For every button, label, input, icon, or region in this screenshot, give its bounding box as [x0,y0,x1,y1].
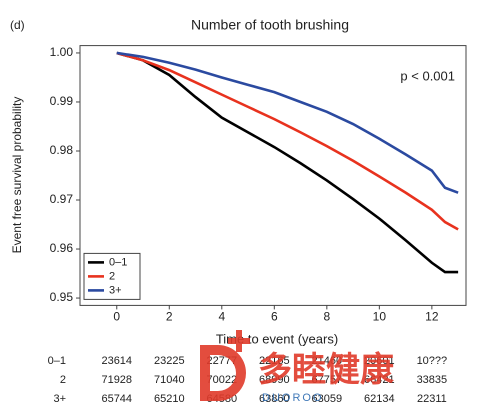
risk-count: 70022 [206,374,237,386]
risk-count: 21460 [312,355,343,367]
risk-count: 65210 [154,393,185,405]
x-tick-label: 0 [113,310,120,324]
x-tick-label: 8 [323,310,330,324]
risk-row-label: 3+ [53,393,66,405]
risk-count: 63860 [259,393,290,405]
legend-label: 3+ [109,284,122,296]
y-tick-label: 0.96 [50,241,74,255]
risk-count: 22311 [417,393,447,405]
risk-count: 20601 [364,355,395,367]
y-tick-label: 0.98 [50,143,74,157]
watermark-plus-h [228,338,250,344]
risk-count: 67757 [312,374,343,386]
risk-count: 71928 [101,374,132,386]
watermark-sub: DUOROO [262,392,324,404]
risk-row-label: 2 [60,374,66,386]
watermark: 多睦健康 DUOROO [200,330,394,404]
risk-count: 68990 [259,374,290,386]
risk-count: 23225 [154,355,185,367]
watermark-text: 多睦健康 [258,350,394,389]
risk-count: 33835 [417,374,448,386]
y-axis-label: Event free survival probability [10,97,24,254]
legend-label: 2 [109,270,115,282]
risk-count: 62134 [364,393,395,405]
survival-curve [116,51,459,194]
risk-count: 22165 [259,355,290,367]
x-tick-label: 2 [166,310,173,324]
survival-curve [116,51,459,274]
x-tick-label: 12 [425,310,439,324]
legend-box [83,252,141,300]
panel-label: (d) [10,18,25,32]
risk-count: 65744 [101,393,132,405]
x-tick-label: 10 [373,310,387,324]
y-tick-label: 0.95 [50,290,74,304]
risk-count: 23614 [101,355,132,367]
risk-count: 10??? [417,355,448,367]
annotation: p < 0.001 [400,68,455,83]
survival-curve [116,51,459,231]
plot-frame [79,45,467,306]
y-tick-label: 1.00 [50,45,74,59]
risk-row-label: 0–1 [48,355,66,367]
y-tick-label: 0.99 [50,94,74,108]
y-tick-label: 0.97 [50,192,74,206]
risk-count: 66421 [364,374,395,386]
risk-count: 71040 [154,374,185,386]
chart-title: Number of tooth brushing [191,17,349,33]
x-tick-label: 4 [218,310,225,324]
legend-label: 0–1 [109,256,127,268]
watermark-logo [200,345,246,401]
risk-count: 63059 [312,393,343,405]
x-tick-label: 6 [271,310,278,324]
